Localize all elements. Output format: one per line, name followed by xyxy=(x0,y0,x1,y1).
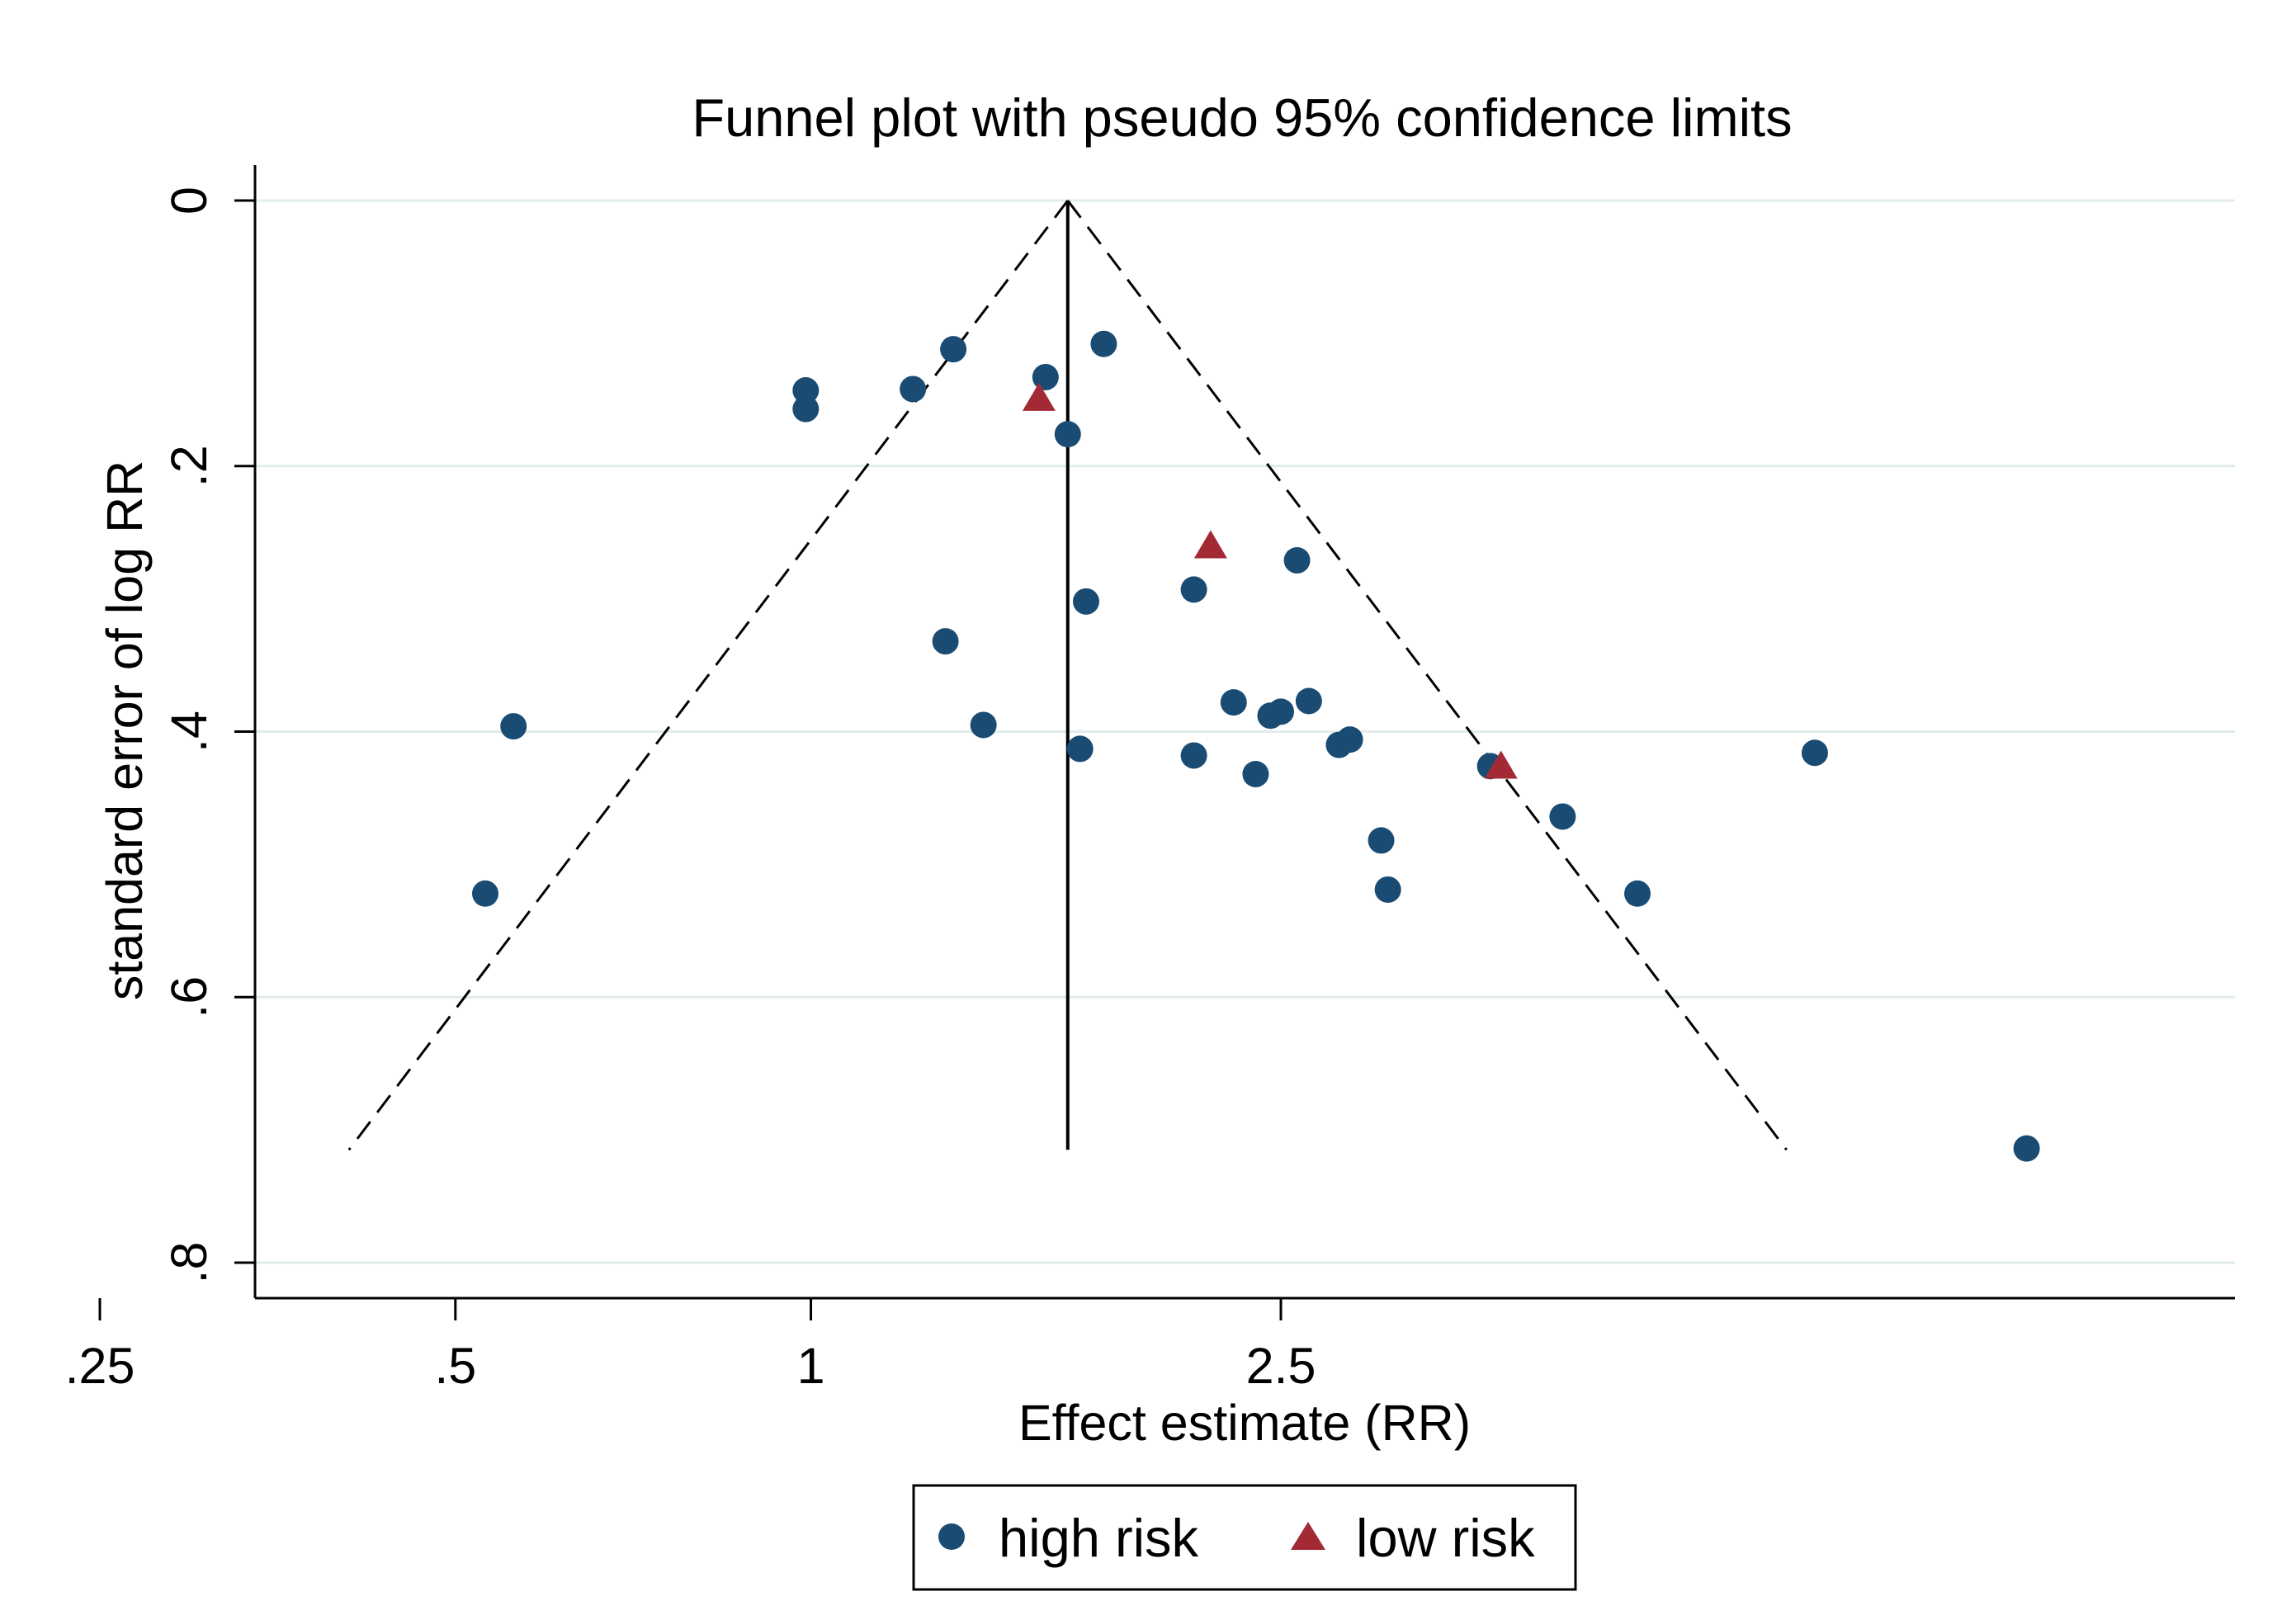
high-risk-point xyxy=(1624,880,1651,907)
legend-box xyxy=(912,1484,1577,1591)
high-risk-point xyxy=(1257,702,1284,730)
high-risk-point xyxy=(2013,1135,2040,1162)
low-risk-point xyxy=(1193,530,1227,559)
high-risk-point xyxy=(1242,760,1269,787)
y-tick-label-1: .2 xyxy=(161,445,217,487)
x-tick-label-3: 2.5 xyxy=(1246,1338,1316,1394)
high-risk-point xyxy=(1220,689,1247,716)
high-risk-point xyxy=(1283,546,1311,574)
high-risk-point xyxy=(970,711,997,739)
high-risk-point xyxy=(1066,735,1094,763)
x-axis-label: Effect estimate (RR) xyxy=(1018,1395,1471,1451)
high-risk-point xyxy=(1336,726,1363,753)
high-risk-point xyxy=(1801,739,1828,767)
x-tick-label-0: .25 xyxy=(65,1338,135,1394)
legend-low-risk-marker xyxy=(1291,1522,1325,1550)
x-tick-label-1: .5 xyxy=(434,1338,476,1394)
high-risk-point xyxy=(900,375,927,403)
high-risk-point xyxy=(1368,827,1395,854)
legend: high risk low risk xyxy=(912,1484,1577,1591)
chart-title: Funnel plot with pseudo 95% confidence l… xyxy=(692,87,1792,148)
data-points xyxy=(471,330,2040,1162)
high-risk-point xyxy=(1090,330,1117,357)
legend-high-risk-marker xyxy=(938,1523,965,1550)
x-tick-label-2: 1 xyxy=(797,1338,825,1394)
high-risk-point xyxy=(1549,803,1576,830)
high-risk-point xyxy=(792,377,820,404)
high-risk-point xyxy=(471,880,498,907)
high-risk-point xyxy=(1054,421,1081,448)
high-risk-point xyxy=(940,336,967,363)
upper-confidence-limit-line xyxy=(1066,200,1788,1151)
y-tick-label-2: .4 xyxy=(161,711,217,753)
low-risk-point xyxy=(1484,750,1518,779)
high-risk-point xyxy=(1072,588,1099,615)
legend-high-risk-label: high risk xyxy=(999,1508,1199,1568)
high-risk-point xyxy=(1295,687,1322,715)
y-tick-label-3: .6 xyxy=(161,976,217,1018)
high-risk-point xyxy=(1180,742,1207,769)
y-tick-label-4: .8 xyxy=(161,1242,217,1284)
high-risk-point xyxy=(1032,363,1059,390)
high-risk-point xyxy=(1374,876,1401,903)
y-axis-label: standard error of log RR xyxy=(97,460,153,1000)
low-risk-point xyxy=(1022,382,1056,411)
y-axis-ticks: 0 .2 .4 .6 .8 xyxy=(161,187,255,1283)
high-risk-point xyxy=(500,713,527,740)
grid-lines xyxy=(255,199,2235,1264)
x-axis-ticks: .25 .5 1 2.5 xyxy=(65,1298,1316,1394)
high-risk-point xyxy=(1180,576,1207,603)
high-risk-point xyxy=(792,395,820,423)
high-risk-point xyxy=(932,628,959,655)
y-tick-label-0: 0 xyxy=(161,187,217,215)
legend-low-risk-label: low risk xyxy=(1356,1508,1535,1568)
